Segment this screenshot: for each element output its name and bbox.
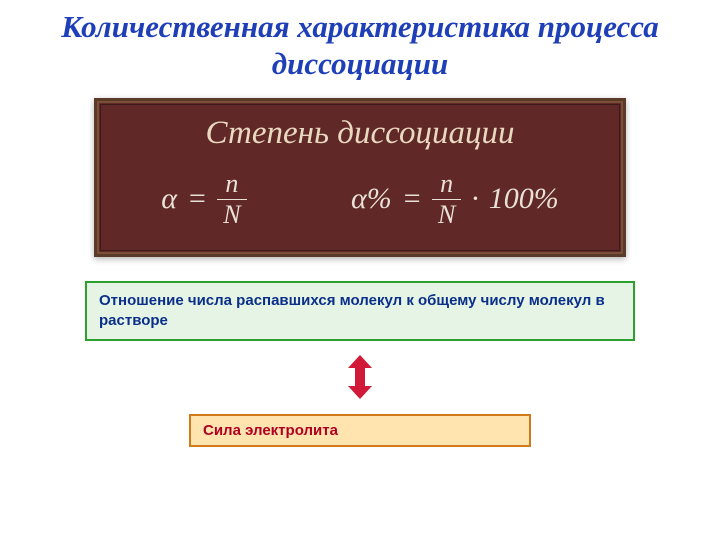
definition-box: Отношение числа распавшихся молекул к об… <box>85 281 635 342</box>
arrow-container <box>0 355 720 404</box>
formula2-den: N <box>432 199 461 228</box>
formula2-num: n <box>434 170 459 198</box>
plaque-title: Степень диссоциации <box>121 115 599 152</box>
slide-title: Количественная характеристика процесса д… <box>0 0 720 92</box>
formula-alpha-percent: α% = n N · 100% <box>351 170 559 228</box>
formula2-lhs: α% <box>351 182 392 216</box>
formula1-eq: = <box>187 182 207 216</box>
formula1-fraction: n N <box>217 170 246 228</box>
formula1-lhs: α <box>161 182 177 216</box>
formula-alpha: α = n N <box>161 170 246 228</box>
formula1-den: N <box>217 199 246 228</box>
double-arrow-icon <box>346 355 374 399</box>
formula2-tail: 100% <box>489 182 559 216</box>
strength-box: Сила электролита <box>189 414 531 447</box>
formula-plaque: Степень диссоциации α = n N α% = n N · 1… <box>94 98 626 257</box>
formula2-eq: = <box>402 182 422 216</box>
formula2-dot: · <box>471 182 479 216</box>
formula2-fraction: n N <box>432 170 461 228</box>
formula1-num: n <box>219 170 244 198</box>
formula-row: α = n N α% = n N · 100% <box>121 170 599 232</box>
